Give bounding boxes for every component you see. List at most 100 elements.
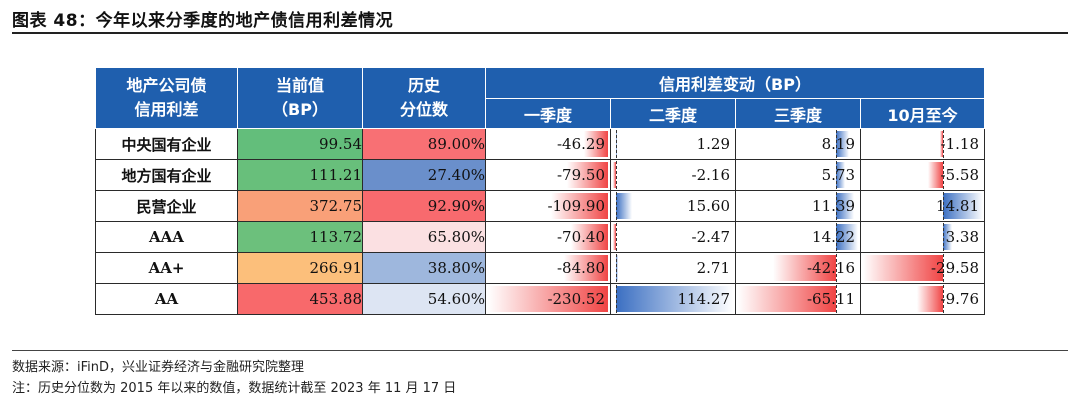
spread-change-q2: 114.27 bbox=[610, 283, 736, 315]
spread-change-oct: -29.58 bbox=[860, 252, 985, 284]
footnote: 注：历史分位数为 2015 年以来的数值，数据统计截至 2023 年 11 月 … bbox=[12, 381, 457, 396]
table-row: AA+ 266.91 38.80% -84.80 2.71 -42.16 -29.58 bbox=[95, 252, 985, 284]
header-percentile: 历史 分位数 bbox=[362, 67, 486, 129]
spread-change-value: -109.90 bbox=[547, 197, 605, 215]
bar-axis bbox=[615, 130, 617, 158]
title-rule bbox=[12, 32, 1068, 34]
spread-change-oct: 3.38 bbox=[860, 221, 985, 253]
spread-change-q2: -2.47 bbox=[610, 221, 736, 253]
table-row: AAA 113.72 65.80% -70.40 -2.47 14.22 3.38 bbox=[95, 221, 985, 253]
spread-change-q2: 1.29 bbox=[610, 128, 736, 160]
spread-change-q1: -109.90 bbox=[485, 190, 611, 222]
header-spread-change: 信用利差变动（BP） bbox=[485, 67, 985, 99]
spread-change-value: 15.60 bbox=[687, 197, 730, 215]
footer-rule bbox=[12, 350, 1068, 351]
negative-bar bbox=[571, 224, 608, 250]
spread-change-value: -230.52 bbox=[547, 290, 605, 308]
table-row: 中央国有企业 99.54 89.00% -46.29 1.29 8.19 -1.18 bbox=[95, 128, 985, 160]
spread-change-q3: 11.39 bbox=[735, 190, 861, 222]
spread-change-q1: -46.29 bbox=[485, 128, 611, 160]
negative-bar bbox=[927, 162, 943, 188]
bar-axis bbox=[615, 285, 617, 313]
spread-change-oct: -9.76 bbox=[860, 283, 985, 315]
bar-axis bbox=[615, 192, 617, 220]
negative-bar bbox=[939, 131, 943, 157]
spread-change-value: 114.27 bbox=[677, 290, 731, 308]
spread-change-value: -42.16 bbox=[806, 259, 855, 277]
spread-change-value: 1.29 bbox=[696, 135, 730, 153]
table-row: 民营企业 372.75 92.90% -109.90 15.60 11.39 14.81 bbox=[95, 190, 985, 222]
spread-change-value: -84.80 bbox=[556, 259, 605, 277]
positive-bar bbox=[615, 255, 619, 281]
spread-change-value: -1.18 bbox=[940, 135, 979, 153]
spread-change-value: 8.19 bbox=[821, 135, 855, 153]
spread-change-oct: -5.58 bbox=[860, 159, 985, 191]
row-label: AA+ bbox=[95, 252, 238, 284]
bar-axis bbox=[836, 285, 838, 313]
spread-change-q3: 5.73 bbox=[735, 159, 861, 191]
bar-axis bbox=[942, 161, 944, 189]
negative-bar bbox=[863, 255, 943, 281]
row-label: 民营企业 bbox=[95, 190, 238, 222]
spread-change-q1: -84.80 bbox=[485, 252, 611, 284]
positive-bar bbox=[942, 193, 983, 219]
percentile-value: 65.80% bbox=[362, 221, 486, 253]
percentile-value: 38.80% bbox=[362, 252, 486, 284]
current-value: 372.75 bbox=[237, 190, 363, 222]
spread-change-value: -79.50 bbox=[556, 166, 605, 184]
positive-bar bbox=[836, 193, 854, 219]
current-value: 453.88 bbox=[237, 283, 363, 315]
spread-change-value: -2.47 bbox=[691, 228, 730, 246]
negative-bar bbox=[488, 286, 608, 312]
row-label: 地方国有企业 bbox=[95, 159, 238, 191]
spread-change-q2: -2.16 bbox=[610, 159, 736, 191]
spread-change-value: -70.40 bbox=[556, 228, 605, 246]
spread-change-value: -46.29 bbox=[556, 135, 605, 153]
bar-axis bbox=[615, 254, 617, 282]
spread-change-value: -5.58 bbox=[940, 166, 979, 184]
spread-change-value: 14.81 bbox=[936, 197, 979, 215]
spread-change-q3: 8.19 bbox=[735, 128, 861, 160]
negative-bar bbox=[613, 224, 616, 250]
percentile-value: 89.00% bbox=[362, 128, 486, 160]
spread-change-q2: 2.71 bbox=[610, 252, 736, 284]
negative-bar bbox=[738, 286, 837, 312]
spread-change-value: -65.11 bbox=[806, 290, 855, 308]
credit-spread-table: 地产公司债 信用利差 当前值 （BP） 历史 分位数 信用利差变动（BP） 一季… bbox=[95, 67, 985, 315]
spread-change-value: 11.39 bbox=[812, 197, 855, 215]
spread-change-q3: -65.11 bbox=[735, 283, 861, 315]
negative-bar bbox=[563, 255, 608, 281]
spread-change-value: 14.22 bbox=[812, 228, 855, 246]
bar-axis bbox=[836, 130, 838, 158]
bar-axis bbox=[836, 223, 838, 251]
spread-change-value: 2.71 bbox=[696, 259, 730, 277]
percentile-value: 27.40% bbox=[362, 159, 486, 191]
negative-bar bbox=[613, 162, 616, 188]
spread-change-value: -9.76 bbox=[940, 290, 979, 308]
positive-bar bbox=[836, 224, 858, 250]
spread-change-value: -2.16 bbox=[691, 166, 730, 184]
bar-axis bbox=[942, 285, 944, 313]
spread-change-q2: 15.60 bbox=[610, 190, 736, 222]
spread-change-value: 5.73 bbox=[821, 166, 855, 184]
bar-axis bbox=[615, 161, 617, 189]
header-q2: 二季度 bbox=[610, 98, 736, 129]
bar-axis bbox=[942, 130, 944, 158]
table-row: AA 453.88 54.60% -230.52 114.27 -65.11 -9.76 bbox=[95, 283, 985, 315]
current-value: 266.91 bbox=[237, 252, 363, 284]
positive-bar bbox=[615, 193, 632, 219]
spread-change-q1: -230.52 bbox=[485, 283, 611, 315]
positive-bar bbox=[836, 162, 846, 188]
row-label: 中央国有企业 bbox=[95, 128, 238, 160]
header-q3: 三季度 bbox=[735, 98, 861, 129]
spread-change-q3: 14.22 bbox=[735, 221, 861, 253]
bar-axis bbox=[942, 223, 944, 251]
spread-change-q1: -70.40 bbox=[485, 221, 611, 253]
header-current: 当前值 （BP） bbox=[237, 67, 363, 129]
negative-bar bbox=[550, 193, 608, 219]
bar-axis bbox=[836, 192, 838, 220]
negative-bar bbox=[916, 286, 943, 312]
bar-axis bbox=[836, 161, 838, 189]
spread-change-q3: -42.16 bbox=[735, 252, 861, 284]
negative-bar bbox=[772, 255, 837, 281]
